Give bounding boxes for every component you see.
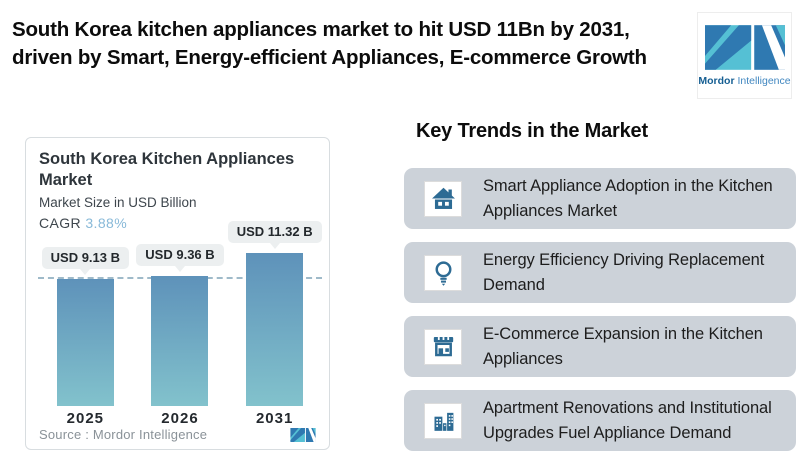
brand-name-regular: Intelligence <box>737 74 791 87</box>
bar-value-label: USD 11.32 B <box>227 221 322 243</box>
bar-value-label-pointer <box>80 269 91 276</box>
trend-text: Smart Appliance Adoption in the Kitchen … <box>483 176 773 220</box>
cagr-label: CAGR <box>39 215 82 231</box>
bar-value-label: USD 9.36 B <box>136 243 224 266</box>
page-title: South Korea kitchen appliances market to… <box>12 16 684 73</box>
mordor-mini-logo-icon <box>290 427 316 442</box>
chart-subtitle: Market Size in USD Billion <box>39 195 197 210</box>
bar-column: USD 11.32 B <box>227 221 322 406</box>
bar-value-label-pointer <box>174 265 185 272</box>
source-label: Source : Mordor Intelligence <box>39 427 208 442</box>
home-icon <box>431 187 455 209</box>
chart-card: South Korea Kitchen Appliances Market Ma… <box>25 137 330 450</box>
x-axis-label: 2026 <box>161 410 199 427</box>
mordor-logo-text: Mordor Intelligence <box>698 75 790 87</box>
bar-2031 <box>246 253 304 406</box>
page-title-line2: driven by Smart, Energy-efficient Applia… <box>12 46 647 70</box>
storefront-icon <box>433 337 453 357</box>
bar-value-label: USD 9.13 B <box>41 247 130 270</box>
trend-icon-box <box>424 180 462 217</box>
chart-cagr: CAGR 3.88% <box>39 215 127 231</box>
trend-item-smart-appliances: Smart Appliance Adoption in the Kitchen … <box>404 168 796 229</box>
trend-icon-box <box>424 402 462 439</box>
chart-xaxis: 2025 2026 2031 <box>38 410 322 427</box>
cagr-value: 3.88% <box>85 215 128 231</box>
page-title-line1: South Korea kitchen appliances market to… <box>12 18 630 41</box>
buildings-icon <box>434 412 453 431</box>
x-axis-label: 2031 <box>255 410 294 427</box>
x-axis-label: 2025 <box>66 410 105 427</box>
bar-column: USD 9.13 B <box>38 221 133 406</box>
bar-2025 <box>56 279 114 406</box>
trend-icon-box <box>424 328 462 365</box>
trends-heading: Key Trends in the Market <box>416 120 648 142</box>
bar-value-label-pointer <box>269 243 280 249</box>
trend-text: E-Commerce Expansion in the Kitchen Appl… <box>483 324 763 368</box>
trend-list: Smart Appliance Adoption in the Kitchen … <box>404 168 796 451</box>
mordor-logo: Mordor Intelligence <box>697 12 792 99</box>
trend-item-apartment-renovations: Apartment Renovations and Institutional … <box>404 390 796 451</box>
trend-item-energy-efficiency: Energy Efficiency Driving Replacement De… <box>404 242 796 303</box>
lightbulb-icon <box>435 261 451 286</box>
brand-name-bold: Mordor <box>698 74 735 87</box>
trend-text: Apartment Renovations and Institutional … <box>483 398 772 442</box>
mordor-logo-icon <box>704 24 785 70</box>
trend-item-ecommerce: E-Commerce Expansion in the Kitchen Appl… <box>404 316 796 377</box>
trend-text: Energy Efficiency Driving Replacement De… <box>483 250 765 294</box>
bar-2026 <box>151 275 209 406</box>
chart-plot: USD 9.13 B USD 9.36 B USD 11.32 B <box>38 221 322 406</box>
chart-title: South Korea Kitchen Appliances Market <box>39 150 295 190</box>
chart-footer: Source : Mordor Intelligence <box>39 427 317 442</box>
trend-icon-box <box>424 254 462 291</box>
bar-column: USD 9.36 B <box>133 221 228 406</box>
